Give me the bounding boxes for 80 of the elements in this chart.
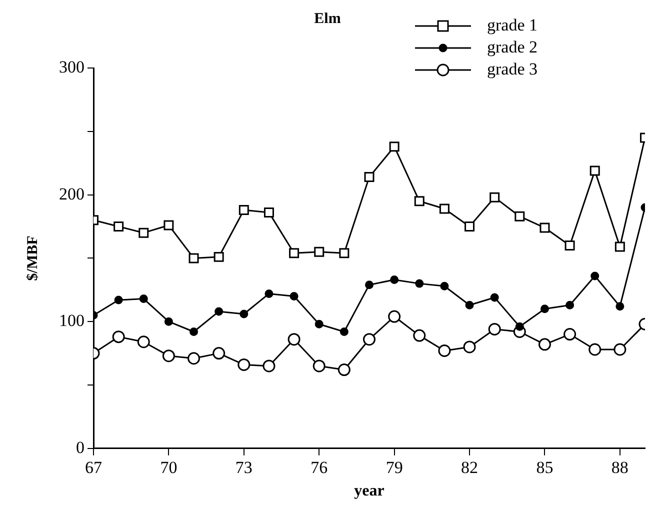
point: [414, 196, 424, 206]
point: [240, 310, 248, 318]
point: [114, 222, 124, 232]
point: [164, 317, 173, 326]
point: [340, 327, 348, 336]
point: [314, 246, 324, 257]
point: [590, 166, 600, 176]
point: [238, 358, 250, 371]
point: [290, 292, 298, 300]
point: [464, 222, 475, 232]
x-tick-label: 88: [611, 458, 628, 478]
point: [339, 248, 350, 258]
point: [288, 333, 300, 346]
point: [564, 240, 575, 251]
point: [564, 328, 576, 341]
x-tick-label: 70: [160, 458, 178, 478]
x-tick-label: 85: [536, 458, 554, 478]
y-axis-title: $/MBF: [24, 236, 41, 281]
point: [463, 340, 476, 354]
point: [289, 248, 300, 258]
x-axis-title: year: [354, 482, 384, 500]
point: [588, 343, 602, 356]
point: [212, 347, 226, 360]
point: [112, 330, 125, 344]
point: [439, 204, 450, 214]
point: [312, 360, 326, 372]
y-tick-label: 300: [59, 57, 84, 76]
point: [540, 222, 550, 233]
x-tick-label: 82: [461, 458, 478, 478]
point: [514, 211, 525, 222]
point: [138, 228, 149, 238]
point: [264, 289, 274, 298]
point: [465, 300, 474, 310]
point: [590, 272, 600, 280]
point: [365, 280, 374, 290]
point: [540, 304, 549, 314]
point: [214, 252, 224, 262]
point: [162, 350, 175, 362]
point: [188, 352, 200, 365]
point: [490, 293, 499, 302]
legend-label: grade 3: [487, 59, 538, 78]
point: [614, 242, 625, 252]
point: [264, 208, 274, 218]
point: [338, 364, 350, 376]
point: [364, 172, 374, 182]
point: [114, 296, 123, 304]
point: [440, 282, 449, 290]
point: [190, 327, 198, 336]
x-tick-label: 67: [85, 458, 102, 478]
point: [363, 333, 376, 346]
point: [614, 343, 626, 356]
point: [388, 310, 401, 323]
point: [389, 142, 400, 152]
x-tick-label: 76: [310, 458, 328, 478]
y-tick-label: 0: [76, 438, 84, 457]
point: [262, 360, 276, 372]
point: [438, 344, 451, 358]
x-tick-label: 73: [235, 458, 252, 478]
point: [139, 294, 148, 304]
point: [390, 276, 399, 284]
point: [616, 302, 624, 311]
point: [214, 307, 224, 316]
point: [238, 205, 249, 216]
legend-label: grade 2: [487, 37, 538, 56]
y-tick-label: 200: [59, 184, 84, 204]
point: [490, 192, 500, 202]
legend-label: grade 1: [487, 15, 538, 34]
point: [314, 320, 324, 328]
point: [488, 322, 501, 336]
point: [137, 336, 150, 348]
chart-title: Elm: [314, 10, 342, 27]
point: [515, 322, 524, 331]
x-tick-label: 79: [386, 458, 403, 478]
point: [413, 329, 426, 342]
point: [164, 220, 174, 230]
point: [538, 338, 551, 351]
point: [566, 300, 574, 310]
point: [415, 279, 424, 288]
y-tick-label: 100: [59, 311, 84, 330]
point: [188, 253, 199, 264]
